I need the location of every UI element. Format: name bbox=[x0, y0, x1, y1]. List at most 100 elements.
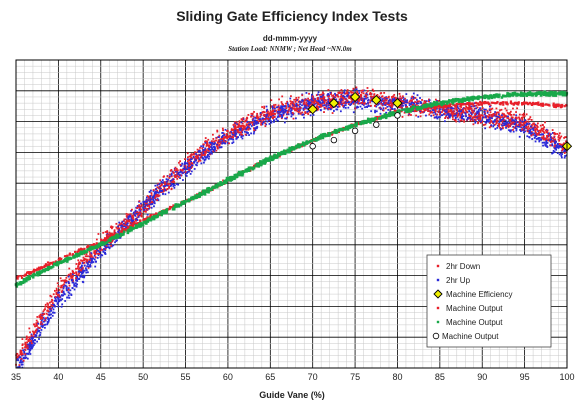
data-point bbox=[139, 214, 142, 217]
data-point bbox=[86, 244, 90, 248]
data-point bbox=[60, 299, 62, 302]
data-point bbox=[146, 203, 149, 206]
data-point bbox=[78, 269, 81, 272]
data-point bbox=[499, 128, 502, 131]
data-point bbox=[473, 107, 476, 110]
data-point bbox=[445, 115, 447, 118]
data-point bbox=[250, 115, 252, 118]
data-point bbox=[118, 229, 121, 232]
data-point bbox=[512, 128, 514, 131]
data-point bbox=[152, 190, 155, 192]
data-point bbox=[196, 156, 199, 159]
data-point bbox=[530, 124, 533, 126]
data-point bbox=[154, 196, 157, 199]
data-point bbox=[447, 117, 450, 120]
data-point bbox=[131, 217, 134, 220]
data-point bbox=[197, 150, 200, 152]
data-point bbox=[105, 233, 108, 236]
data-point bbox=[480, 114, 483, 117]
data-point bbox=[366, 93, 369, 96]
data-point bbox=[258, 118, 261, 120]
data-point bbox=[27, 343, 29, 346]
data-point bbox=[90, 261, 93, 264]
data-point bbox=[419, 100, 422, 103]
data-point bbox=[554, 139, 557, 142]
data-point bbox=[481, 120, 484, 123]
data-point bbox=[411, 95, 414, 98]
data-point bbox=[85, 253, 88, 256]
data-point bbox=[398, 106, 401, 109]
data-point bbox=[211, 152, 213, 155]
data-point bbox=[200, 162, 203, 165]
data-point bbox=[171, 181, 174, 184]
data-point bbox=[543, 126, 546, 129]
data-point bbox=[337, 95, 340, 98]
data-point bbox=[554, 142, 557, 145]
data-point bbox=[152, 189, 155, 191]
data-point bbox=[216, 130, 219, 133]
data-point bbox=[429, 110, 432, 112]
data-point bbox=[230, 128, 233, 130]
data-point bbox=[254, 128, 257, 131]
data-point bbox=[71, 279, 74, 281]
data-point bbox=[87, 263, 89, 266]
data-point bbox=[295, 108, 298, 111]
data-point bbox=[327, 89, 330, 91]
data-point bbox=[350, 97, 352, 100]
data-point bbox=[288, 105, 291, 108]
data-point bbox=[481, 115, 484, 118]
data-point bbox=[88, 265, 91, 268]
data-point bbox=[451, 107, 453, 109]
data-point bbox=[226, 142, 229, 144]
data-point bbox=[188, 162, 191, 164]
data-point bbox=[25, 335, 28, 338]
data-point bbox=[140, 208, 143, 211]
data-point bbox=[130, 216, 133, 219]
data-point bbox=[170, 182, 173, 185]
data-point bbox=[220, 142, 222, 145]
data-point bbox=[448, 114, 451, 117]
data-point bbox=[320, 99, 323, 101]
data-point bbox=[40, 316, 43, 318]
data-point bbox=[126, 220, 129, 223]
data-point bbox=[169, 185, 172, 187]
data-point bbox=[282, 103, 284, 106]
data-point bbox=[54, 305, 57, 308]
data-point bbox=[288, 107, 291, 109]
data-point bbox=[484, 115, 487, 117]
data-point bbox=[136, 205, 139, 207]
data-point bbox=[452, 114, 455, 117]
data-point bbox=[559, 104, 562, 107]
data-point bbox=[44, 308, 46, 310]
data-point bbox=[63, 283, 65, 286]
data-point bbox=[241, 129, 244, 132]
data-point bbox=[24, 353, 27, 356]
data-point bbox=[192, 155, 195, 158]
data-point bbox=[271, 107, 274, 110]
data-point bbox=[293, 105, 296, 108]
data-point bbox=[491, 117, 493, 120]
data-point bbox=[154, 184, 157, 187]
data-point bbox=[531, 132, 533, 135]
data-point bbox=[433, 111, 436, 114]
data-point bbox=[331, 112, 334, 114]
data-point bbox=[323, 106, 326, 109]
data-point bbox=[327, 93, 330, 95]
data-point bbox=[299, 103, 301, 106]
data-point bbox=[512, 121, 515, 124]
data-point bbox=[556, 133, 559, 135]
data-point bbox=[517, 121, 520, 123]
data-point bbox=[106, 231, 109, 234]
data-point bbox=[99, 248, 101, 250]
data-point bbox=[534, 123, 537, 126]
data-point bbox=[167, 191, 170, 194]
data-point bbox=[514, 127, 517, 130]
data-point bbox=[59, 295, 62, 298]
data-point bbox=[236, 130, 239, 133]
data-point bbox=[494, 128, 497, 130]
data-point bbox=[262, 119, 265, 121]
data-point bbox=[18, 361, 21, 364]
data-point bbox=[240, 121, 243, 124]
data-point bbox=[189, 163, 192, 166]
data-point bbox=[104, 237, 107, 240]
